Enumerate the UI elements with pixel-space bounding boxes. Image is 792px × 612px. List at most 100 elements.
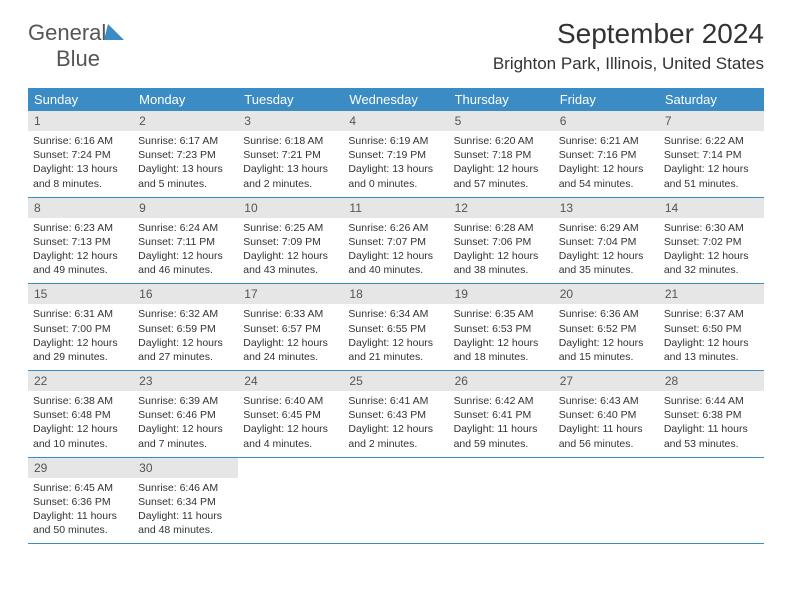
day-cell: 12Sunrise: 6:28 AMSunset: 7:06 PMDayligh… (449, 198, 554, 284)
day-number: 4 (343, 111, 448, 131)
daylight-text: Daylight: 11 hours and 48 minutes. (138, 509, 233, 537)
day-body: Sunrise: 6:19 AMSunset: 7:19 PMDaylight:… (343, 131, 448, 197)
sunrise-text: Sunrise: 6:36 AM (559, 307, 654, 321)
day-number: 11 (343, 198, 448, 218)
sunset-text: Sunset: 6:55 PM (348, 322, 443, 336)
month-title: September 2024 (493, 18, 764, 50)
day-of-week-header: Tuesday (238, 88, 343, 111)
daylight-text: Daylight: 12 hours and 10 minutes. (33, 422, 128, 450)
daylight-text: Daylight: 12 hours and 21 minutes. (348, 336, 443, 364)
day-body: Sunrise: 6:39 AMSunset: 6:46 PMDaylight:… (133, 391, 238, 457)
day-body: Sunrise: 6:23 AMSunset: 7:13 PMDaylight:… (28, 218, 133, 284)
day-body: Sunrise: 6:42 AMSunset: 6:41 PMDaylight:… (449, 391, 554, 457)
sunrise-text: Sunrise: 6:28 AM (454, 221, 549, 235)
sunrise-text: Sunrise: 6:46 AM (138, 481, 233, 495)
daylight-text: Daylight: 13 hours and 5 minutes. (138, 162, 233, 190)
daylight-text: Daylight: 12 hours and 57 minutes. (454, 162, 549, 190)
sunrise-text: Sunrise: 6:44 AM (664, 394, 759, 408)
day-cell (238, 458, 343, 544)
day-number: 8 (28, 198, 133, 218)
daylight-text: Daylight: 11 hours and 50 minutes. (33, 509, 128, 537)
sunset-text: Sunset: 7:21 PM (243, 148, 338, 162)
day-body: Sunrise: 6:25 AMSunset: 7:09 PMDaylight:… (238, 218, 343, 284)
sunrise-text: Sunrise: 6:25 AM (243, 221, 338, 235)
day-number: 20 (554, 284, 659, 304)
week-row: 15Sunrise: 6:31 AMSunset: 7:00 PMDayligh… (28, 284, 764, 371)
sunrise-text: Sunrise: 6:21 AM (559, 134, 654, 148)
sunset-text: Sunset: 7:19 PM (348, 148, 443, 162)
day-cell: 3Sunrise: 6:18 AMSunset: 7:21 PMDaylight… (238, 111, 343, 197)
day-cell: 24Sunrise: 6:40 AMSunset: 6:45 PMDayligh… (238, 371, 343, 457)
sunrise-text: Sunrise: 6:17 AM (138, 134, 233, 148)
daylight-text: Daylight: 11 hours and 53 minutes. (664, 422, 759, 450)
daylight-text: Daylight: 12 hours and 7 minutes. (138, 422, 233, 450)
sunset-text: Sunset: 7:14 PM (664, 148, 759, 162)
sunset-text: Sunset: 7:00 PM (33, 322, 128, 336)
day-cell: 17Sunrise: 6:33 AMSunset: 6:57 PMDayligh… (238, 284, 343, 370)
daylight-text: Daylight: 12 hours and 29 minutes. (33, 336, 128, 364)
daylight-text: Daylight: 12 hours and 24 minutes. (243, 336, 338, 364)
sunrise-text: Sunrise: 6:24 AM (138, 221, 233, 235)
day-cell: 22Sunrise: 6:38 AMSunset: 6:48 PMDayligh… (28, 371, 133, 457)
logo: General Blue (28, 20, 124, 72)
day-number: 9 (133, 198, 238, 218)
daylight-text: Daylight: 12 hours and 32 minutes. (664, 249, 759, 277)
daylight-text: Daylight: 12 hours and 4 minutes. (243, 422, 338, 450)
calendar: SundayMondayTuesdayWednesdayThursdayFrid… (28, 88, 764, 544)
day-number: 13 (554, 198, 659, 218)
day-body: Sunrise: 6:31 AMSunset: 7:00 PMDaylight:… (28, 304, 133, 370)
logo-part2: Blue (56, 46, 100, 71)
day-of-week-header: Wednesday (343, 88, 448, 111)
day-cell: 21Sunrise: 6:37 AMSunset: 6:50 PMDayligh… (659, 284, 764, 370)
day-number: 7 (659, 111, 764, 131)
day-body: Sunrise: 6:26 AMSunset: 7:07 PMDaylight:… (343, 218, 448, 284)
day-cell (659, 458, 764, 544)
day-cell: 8Sunrise: 6:23 AMSunset: 7:13 PMDaylight… (28, 198, 133, 284)
day-cell: 30Sunrise: 6:46 AMSunset: 6:34 PMDayligh… (133, 458, 238, 544)
day-body: Sunrise: 6:34 AMSunset: 6:55 PMDaylight:… (343, 304, 448, 370)
day-body: Sunrise: 6:37 AMSunset: 6:50 PMDaylight:… (659, 304, 764, 370)
sunset-text: Sunset: 6:46 PM (138, 408, 233, 422)
day-body: Sunrise: 6:30 AMSunset: 7:02 PMDaylight:… (659, 218, 764, 284)
daylight-text: Daylight: 11 hours and 56 minutes. (559, 422, 654, 450)
day-body: Sunrise: 6:32 AMSunset: 6:59 PMDaylight:… (133, 304, 238, 370)
day-body: Sunrise: 6:44 AMSunset: 6:38 PMDaylight:… (659, 391, 764, 457)
sunrise-text: Sunrise: 6:41 AM (348, 394, 443, 408)
sunset-text: Sunset: 7:23 PM (138, 148, 233, 162)
day-cell: 1Sunrise: 6:16 AMSunset: 7:24 PMDaylight… (28, 111, 133, 197)
logo-part1: General (28, 20, 106, 45)
daylight-text: Daylight: 12 hours and 49 minutes. (33, 249, 128, 277)
day-number: 10 (238, 198, 343, 218)
logo-text: General Blue (28, 20, 124, 72)
day-body: Sunrise: 6:45 AMSunset: 6:36 PMDaylight:… (28, 478, 133, 544)
day-body: Sunrise: 6:33 AMSunset: 6:57 PMDaylight:… (238, 304, 343, 370)
day-number: 2 (133, 111, 238, 131)
sunset-text: Sunset: 6:53 PM (454, 322, 549, 336)
daylight-text: Daylight: 12 hours and 40 minutes. (348, 249, 443, 277)
week-row: 29Sunrise: 6:45 AMSunset: 6:36 PMDayligh… (28, 458, 764, 545)
sunrise-text: Sunrise: 6:30 AM (664, 221, 759, 235)
day-cell: 25Sunrise: 6:41 AMSunset: 6:43 PMDayligh… (343, 371, 448, 457)
day-body: Sunrise: 6:16 AMSunset: 7:24 PMDaylight:… (28, 131, 133, 197)
sunset-text: Sunset: 6:34 PM (138, 495, 233, 509)
day-cell: 28Sunrise: 6:44 AMSunset: 6:38 PMDayligh… (659, 371, 764, 457)
sunrise-text: Sunrise: 6:33 AM (243, 307, 338, 321)
sunset-text: Sunset: 7:11 PM (138, 235, 233, 249)
daylight-text: Daylight: 12 hours and 15 minutes. (559, 336, 654, 364)
day-number: 27 (554, 371, 659, 391)
daylight-text: Daylight: 12 hours and 46 minutes. (138, 249, 233, 277)
daylight-text: Daylight: 11 hours and 59 minutes. (454, 422, 549, 450)
sunset-text: Sunset: 6:50 PM (664, 322, 759, 336)
sunset-text: Sunset: 7:16 PM (559, 148, 654, 162)
daylight-text: Daylight: 13 hours and 0 minutes. (348, 162, 443, 190)
sunrise-text: Sunrise: 6:39 AM (138, 394, 233, 408)
day-cell: 2 Sunrise: 6:17 AMSunset: 7:23 PMDaylight… (133, 111, 238, 197)
week-row: 1Sunrise: 6:16 AMSunset: 7:24 PMDaylight… (28, 111, 764, 198)
sunset-text: Sunset: 6:40 PM (559, 408, 654, 422)
day-of-week-header: Monday (133, 88, 238, 111)
day-number: 18 (343, 284, 448, 304)
sunrise-text: Sunrise: 6:22 AM (664, 134, 759, 148)
day-of-week-header: Saturday (659, 88, 764, 111)
daylight-text: Daylight: 12 hours and 27 minutes. (138, 336, 233, 364)
day-body: Sunrise: 6:35 AMSunset: 6:53 PMDaylight:… (449, 304, 554, 370)
